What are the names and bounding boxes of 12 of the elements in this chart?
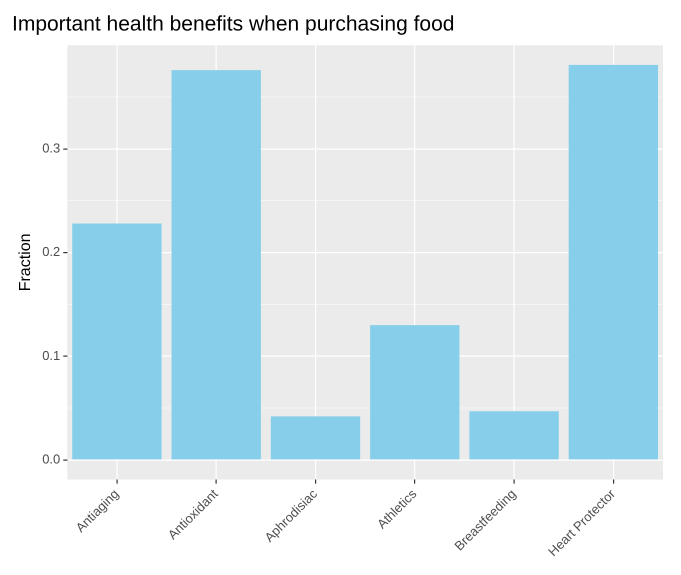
bar (370, 325, 460, 460)
bar (568, 64, 658, 460)
bar (172, 70, 261, 460)
chart-title: Important health benefits when purchasing food (12, 12, 454, 36)
y-tick-label: 0.1 (42, 348, 60, 363)
bar (469, 411, 559, 460)
y-tick-label: 0.3 (42, 140, 60, 156)
y-tick-label: 0.0 (42, 452, 60, 467)
bar (270, 416, 360, 460)
y-tick-label: 0.2 (42, 244, 60, 260)
bar (72, 224, 162, 460)
y-axis-title: Fraction (17, 234, 34, 292)
